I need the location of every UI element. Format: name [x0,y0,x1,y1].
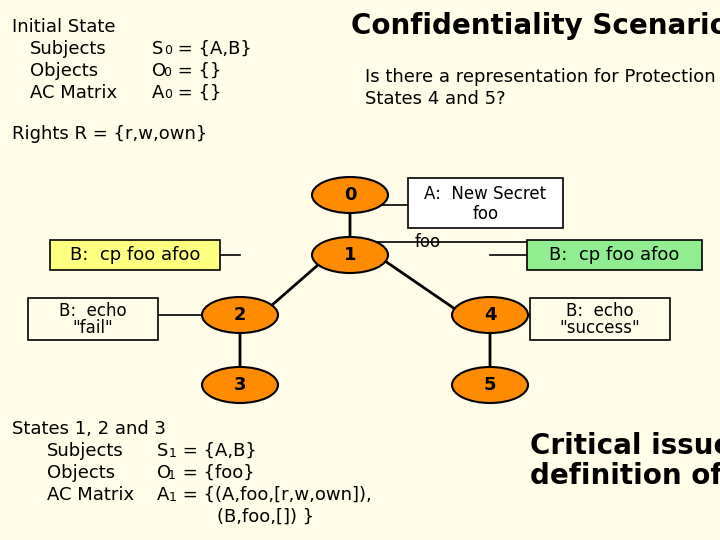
FancyBboxPatch shape [530,298,670,340]
Text: 0: 0 [164,88,172,101]
Text: Confidentiality Scenario: Confidentiality Scenario [351,12,720,40]
Text: Rights R = {r,w,own}: Rights R = {r,w,own} [12,125,207,143]
Text: Subjects: Subjects [30,40,107,58]
Text: 0: 0 [163,66,171,79]
Text: Initial State: Initial State [12,18,115,36]
Text: O: O [152,62,166,80]
Text: States 4 and 5?: States 4 and 5? [365,90,505,108]
Text: A: A [152,84,164,102]
Text: Objects: Objects [47,464,115,482]
Text: AC Matrix: AC Matrix [47,486,134,504]
Text: "success": "success" [559,319,640,338]
Ellipse shape [452,297,528,333]
Text: S: S [152,40,163,58]
Text: B:  echo: B: echo [566,302,634,320]
Text: O: O [157,464,171,482]
Text: AC Matrix: AC Matrix [30,84,117,102]
Text: = {(A,foo,[r,w,own]),: = {(A,foo,[r,w,own]), [177,486,372,504]
Text: States 1, 2 and 3: States 1, 2 and 3 [12,420,166,438]
Text: (B,foo,[]) }: (B,foo,[]) } [217,508,314,526]
Text: = {A,B}: = {A,B} [172,40,252,58]
Ellipse shape [312,177,388,213]
Text: 5: 5 [484,376,496,394]
Text: foo: foo [472,205,498,223]
Text: Objects: Objects [30,62,98,80]
Text: "fail": "fail" [73,319,113,338]
Text: B:  echo: B: echo [59,302,127,320]
FancyBboxPatch shape [28,298,158,340]
Text: B:  cp foo afoo: B: cp foo afoo [549,246,680,264]
Text: A:  New Secret: A: New Secret [424,185,546,203]
Text: 4: 4 [484,306,496,324]
Text: 0: 0 [343,186,356,204]
Text: 2: 2 [234,306,246,324]
Text: foo: foo [415,233,441,251]
Text: 1: 1 [343,246,356,264]
FancyBboxPatch shape [50,240,220,270]
Text: Critical issue is: Critical issue is [530,432,720,460]
Text: Is there a representation for Protection: Is there a representation for Protection [365,68,716,86]
Ellipse shape [202,367,278,403]
Text: 1: 1 [169,491,177,504]
Text: 3: 3 [234,376,246,394]
Text: 1: 1 [169,447,177,460]
FancyBboxPatch shape [408,178,563,228]
Text: S: S [157,442,168,460]
Text: B:  cp foo afoo: B: cp foo afoo [70,246,200,264]
Text: = {A,B}: = {A,B} [177,442,257,460]
Ellipse shape [202,297,278,333]
Text: A: A [157,486,169,504]
Ellipse shape [452,367,528,403]
Text: 0: 0 [164,44,172,57]
Ellipse shape [312,237,388,273]
Text: = {}: = {} [172,62,221,80]
Text: Subjects: Subjects [47,442,124,460]
FancyBboxPatch shape [527,240,702,270]
Text: = {foo}: = {foo} [177,464,255,482]
Text: definition of `: definition of ` [530,462,720,490]
Text: = {}: = {} [172,84,221,102]
Text: 1: 1 [168,469,176,482]
